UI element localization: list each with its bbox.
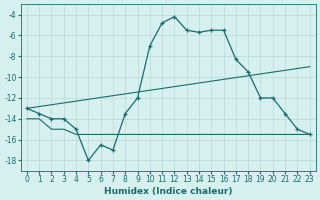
- X-axis label: Humidex (Indice chaleur): Humidex (Indice chaleur): [104, 187, 233, 196]
